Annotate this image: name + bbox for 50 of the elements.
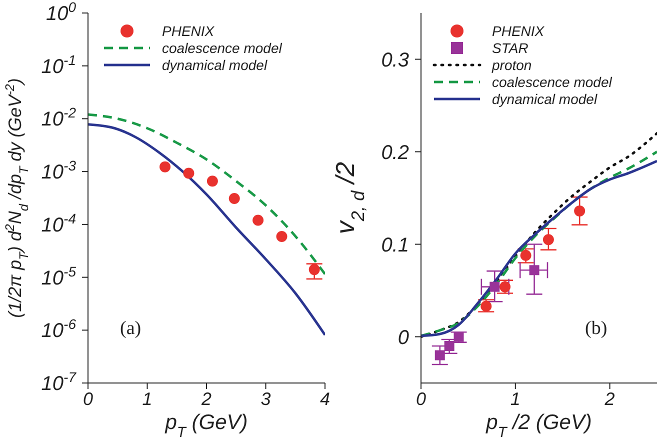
x-axis-title: p$_{T}$ (GeV) (164, 411, 248, 440)
annotation: (a) (120, 318, 142, 340)
point (542, 234, 554, 246)
y-tick-label: 10$^{-4}$ (41, 210, 76, 236)
point (500, 281, 511, 292)
point (490, 282, 500, 292)
y-tick-label: 0.1 (381, 234, 409, 256)
y-tick-label: 10$^{-5}$ (41, 263, 76, 290)
legend-label: PHENIX (492, 22, 544, 38)
annotation: (b) (585, 318, 608, 340)
y-tick-label: 10$^{-6}$ (41, 316, 76, 342)
x-tick-label: 2 (604, 389, 615, 409)
point (529, 265, 540, 276)
legend-label: dynamical model (162, 56, 268, 72)
y-tick-label: 0.3 (381, 49, 409, 72)
legend-label: PHENIX (162, 22, 214, 38)
legend-label: proton (492, 56, 532, 72)
legend-label: coalescence model (162, 40, 282, 56)
line-series (88, 113, 325, 276)
point (520, 250, 532, 261)
point (206, 176, 218, 187)
legend-label: coalescence model (492, 74, 612, 90)
x-axis-title: p$_{T}$ /2 (GeV) (485, 411, 592, 440)
x-tick-label: 3 (260, 389, 271, 409)
y-tick-label: 10$^{-2}$ (41, 104, 76, 131)
line-series (88, 123, 325, 336)
y-tick-label: 10$^{-1}$ (41, 52, 76, 78)
point (276, 231, 288, 242)
x-tick-label: 0 (82, 389, 94, 409)
x-tick-label: 4 (320, 389, 330, 409)
x-tick-label: 1 (510, 389, 520, 409)
point (308, 264, 320, 276)
x-tick-label: 0 (416, 389, 426, 409)
y-tick-label: 0.2 (381, 142, 409, 164)
y-tick-label: 10$^{0}$ (46, 0, 76, 25)
point (480, 300, 492, 312)
point (252, 214, 264, 226)
x-tick-label: 2 (200, 389, 212, 409)
point (160, 161, 171, 172)
x-tick-label: 1 (142, 389, 152, 409)
legend-label: dynamical model (492, 90, 598, 106)
legend-label: STAR (492, 40, 528, 56)
y-tick-label: 10$^{-3}$ (41, 158, 76, 184)
point (183, 168, 194, 179)
point (228, 192, 240, 204)
y-tick-label: 0 (398, 326, 409, 349)
point (574, 205, 586, 216)
point (444, 341, 454, 351)
y-tick-label: 10$^{-7}$ (41, 369, 78, 395)
point (434, 350, 445, 360)
